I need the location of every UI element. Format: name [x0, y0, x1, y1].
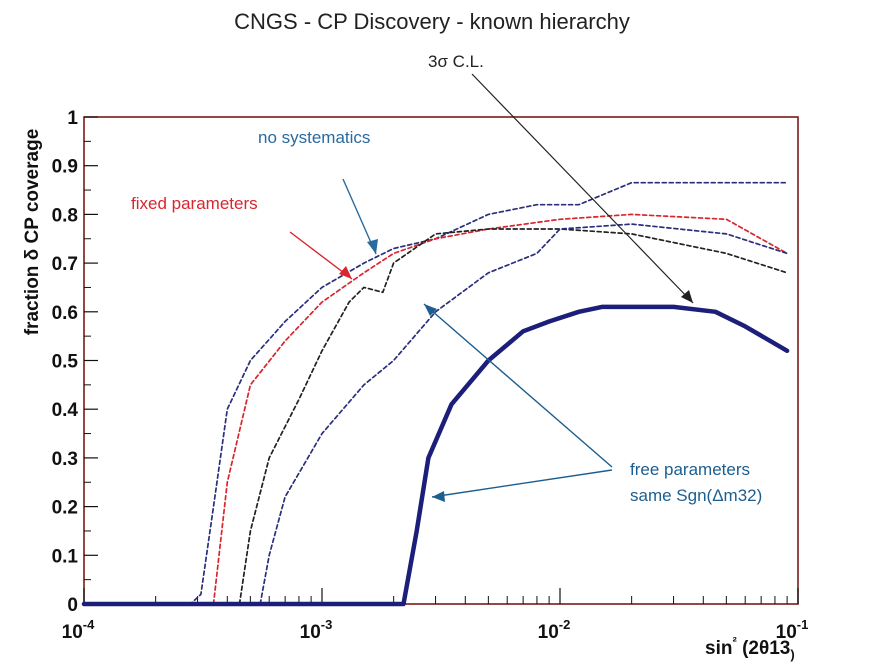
y-tick-label: 0.1 — [52, 546, 79, 567]
arrowhead-no-systematics — [367, 239, 378, 254]
arrow-3sigma — [471, 73, 694, 304]
annotation-3sigma: 3σ C.L. — [428, 52, 484, 71]
series-group — [81, 181, 790, 607]
y-axis-label: fraction δ CP coverage — [22, 129, 43, 336]
series-line-1 — [212, 213, 788, 605]
y-tick-label: 0.5 — [52, 352, 79, 373]
y-tick-label: 1 — [67, 108, 78, 129]
annotation-no-systematics: no systematics — [258, 128, 370, 147]
annotation-free-parameters: free parameters — [630, 460, 750, 479]
series-line-0 — [83, 181, 788, 605]
x-axis: 10-4 10-3 10-2 10-1 — [62, 588, 808, 643]
annotation-same-sgn: same Sgn(Δm32) — [630, 486, 762, 505]
arrowhead-free-parameters-dashed — [424, 304, 437, 316]
y-tick-label: 0.3 — [52, 449, 78, 470]
x-tick-label: 10-3 — [300, 617, 333, 643]
y-tick-label: 0.6 — [52, 303, 78, 324]
x-tick-label: 10-4 — [62, 617, 95, 643]
series-line-3 — [259, 223, 788, 605]
arrow-free-parameters-solid — [431, 469, 613, 498]
series-line-2 — [238, 228, 788, 605]
x-tick-label: 10-2 — [538, 617, 571, 643]
y-tick-label: 0.4 — [52, 400, 79, 421]
x-axis-label: sin² (2θ13) — [705, 634, 795, 662]
annotation-fixed-parameters: fixed parameters — [131, 194, 258, 213]
chart-title: CNGS - CP Discovery - known hierarchy — [234, 9, 630, 34]
y-tick-label: 0.9 — [52, 157, 78, 178]
y-tick-label: 0.8 — [52, 205, 78, 226]
series-line-4 — [81, 304, 790, 607]
annotations: no systematics fixed parameters 3σ C.L. … — [131, 52, 762, 505]
arrowhead-3sigma — [681, 290, 693, 303]
y-tick-label: 0.7 — [52, 254, 78, 275]
arrowhead-fixed-parameters — [339, 266, 352, 279]
y-tick-label: 0.2 — [52, 498, 78, 519]
y-axis: 0 0.1 0.2 0.3 0.4 0.5 0.6 0.7 0.8 0.9 1 — [52, 108, 98, 616]
arrow-free-parameters-dashed — [423, 303, 613, 468]
arrowhead-free-parameters-solid — [432, 491, 445, 502]
y-tick-label: 0 — [67, 595, 78, 616]
plot-frame — [83, 116, 799, 605]
